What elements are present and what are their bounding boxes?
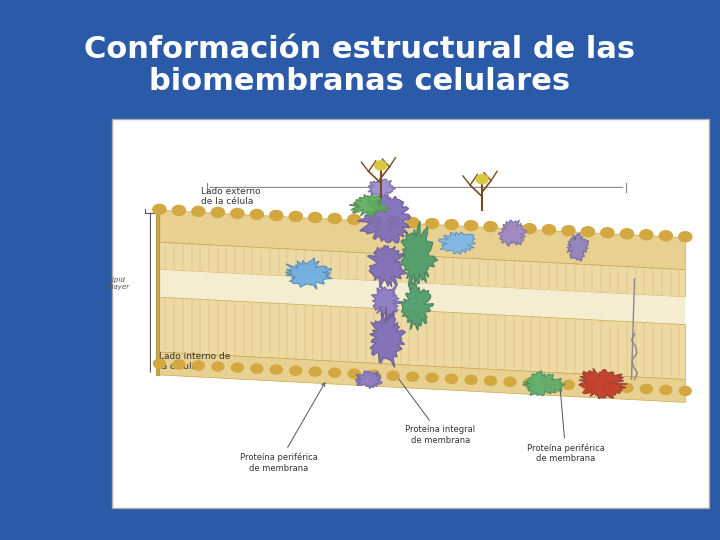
Circle shape (329, 368, 341, 377)
Text: biomembranas celulares: biomembranas celulares (150, 68, 570, 97)
Polygon shape (159, 270, 685, 325)
Circle shape (523, 224, 536, 234)
Circle shape (374, 161, 387, 170)
Circle shape (660, 386, 672, 395)
Circle shape (476, 174, 488, 184)
Circle shape (446, 374, 457, 383)
Polygon shape (367, 245, 407, 288)
Polygon shape (159, 242, 685, 297)
Circle shape (172, 205, 186, 215)
Circle shape (445, 220, 458, 229)
Circle shape (348, 214, 361, 225)
Circle shape (367, 215, 380, 226)
Polygon shape (372, 284, 402, 319)
Circle shape (387, 371, 399, 380)
Circle shape (270, 211, 283, 220)
Circle shape (660, 231, 672, 241)
Polygon shape (159, 210, 685, 270)
Text: Lado externo
de la célula: Lado externo de la célula (202, 187, 261, 206)
Polygon shape (400, 283, 433, 330)
Circle shape (485, 376, 497, 386)
Circle shape (679, 232, 692, 242)
Circle shape (230, 208, 244, 219)
Circle shape (562, 380, 575, 389)
Circle shape (503, 222, 516, 233)
Circle shape (289, 366, 302, 375)
Circle shape (211, 207, 225, 218)
Circle shape (464, 221, 477, 231)
Polygon shape (438, 232, 476, 254)
Polygon shape (567, 233, 588, 261)
Circle shape (465, 375, 477, 384)
Polygon shape (368, 178, 395, 198)
Polygon shape (401, 221, 438, 286)
Polygon shape (355, 371, 382, 389)
Circle shape (640, 230, 653, 240)
Circle shape (231, 363, 243, 372)
Circle shape (426, 219, 438, 228)
Circle shape (621, 229, 634, 239)
Circle shape (270, 365, 282, 374)
Circle shape (542, 225, 556, 235)
Circle shape (600, 228, 614, 238)
Polygon shape (523, 371, 565, 396)
Circle shape (192, 361, 204, 370)
Circle shape (192, 206, 205, 217)
Bar (112, 119, 709, 508)
Circle shape (523, 378, 536, 387)
Polygon shape (349, 194, 390, 216)
Text: Proteína periférica
de membrana: Proteína periférica de membrana (527, 388, 605, 463)
Circle shape (407, 372, 418, 381)
Circle shape (581, 227, 595, 237)
Circle shape (621, 383, 633, 393)
Polygon shape (369, 306, 405, 367)
Text: Lado interno de
la célula: Lado interno de la célula (159, 352, 231, 371)
Circle shape (601, 382, 613, 392)
Circle shape (153, 359, 166, 368)
Circle shape (562, 226, 575, 236)
Circle shape (406, 218, 419, 228)
Polygon shape (285, 258, 332, 289)
Circle shape (173, 360, 185, 369)
Polygon shape (358, 194, 410, 243)
Circle shape (680, 387, 691, 395)
Circle shape (251, 210, 264, 219)
Text: Proteína integral
de membrana: Proteína integral de membrana (395, 374, 475, 444)
Circle shape (582, 381, 594, 390)
Circle shape (348, 369, 360, 378)
Circle shape (426, 373, 438, 382)
Polygon shape (579, 368, 627, 399)
Polygon shape (159, 297, 685, 380)
Text: Proteína periférica
de membrana: Proteína periférica de membrana (240, 383, 325, 472)
Circle shape (368, 370, 379, 379)
Circle shape (212, 362, 224, 371)
Circle shape (543, 379, 555, 388)
Circle shape (251, 364, 263, 373)
Circle shape (328, 213, 341, 224)
Circle shape (387, 217, 400, 227)
Polygon shape (498, 220, 527, 246)
Text: Lipid
bilayer: Lipid bilayer (106, 277, 130, 290)
Circle shape (289, 212, 302, 221)
Polygon shape (156, 210, 159, 375)
Circle shape (484, 221, 497, 232)
Text: Conformación estructural de las: Conformación estructural de las (84, 36, 636, 64)
Circle shape (153, 204, 166, 214)
Circle shape (310, 367, 321, 376)
Circle shape (504, 377, 516, 387)
Polygon shape (159, 352, 685, 402)
Circle shape (309, 212, 322, 222)
Circle shape (640, 384, 652, 394)
